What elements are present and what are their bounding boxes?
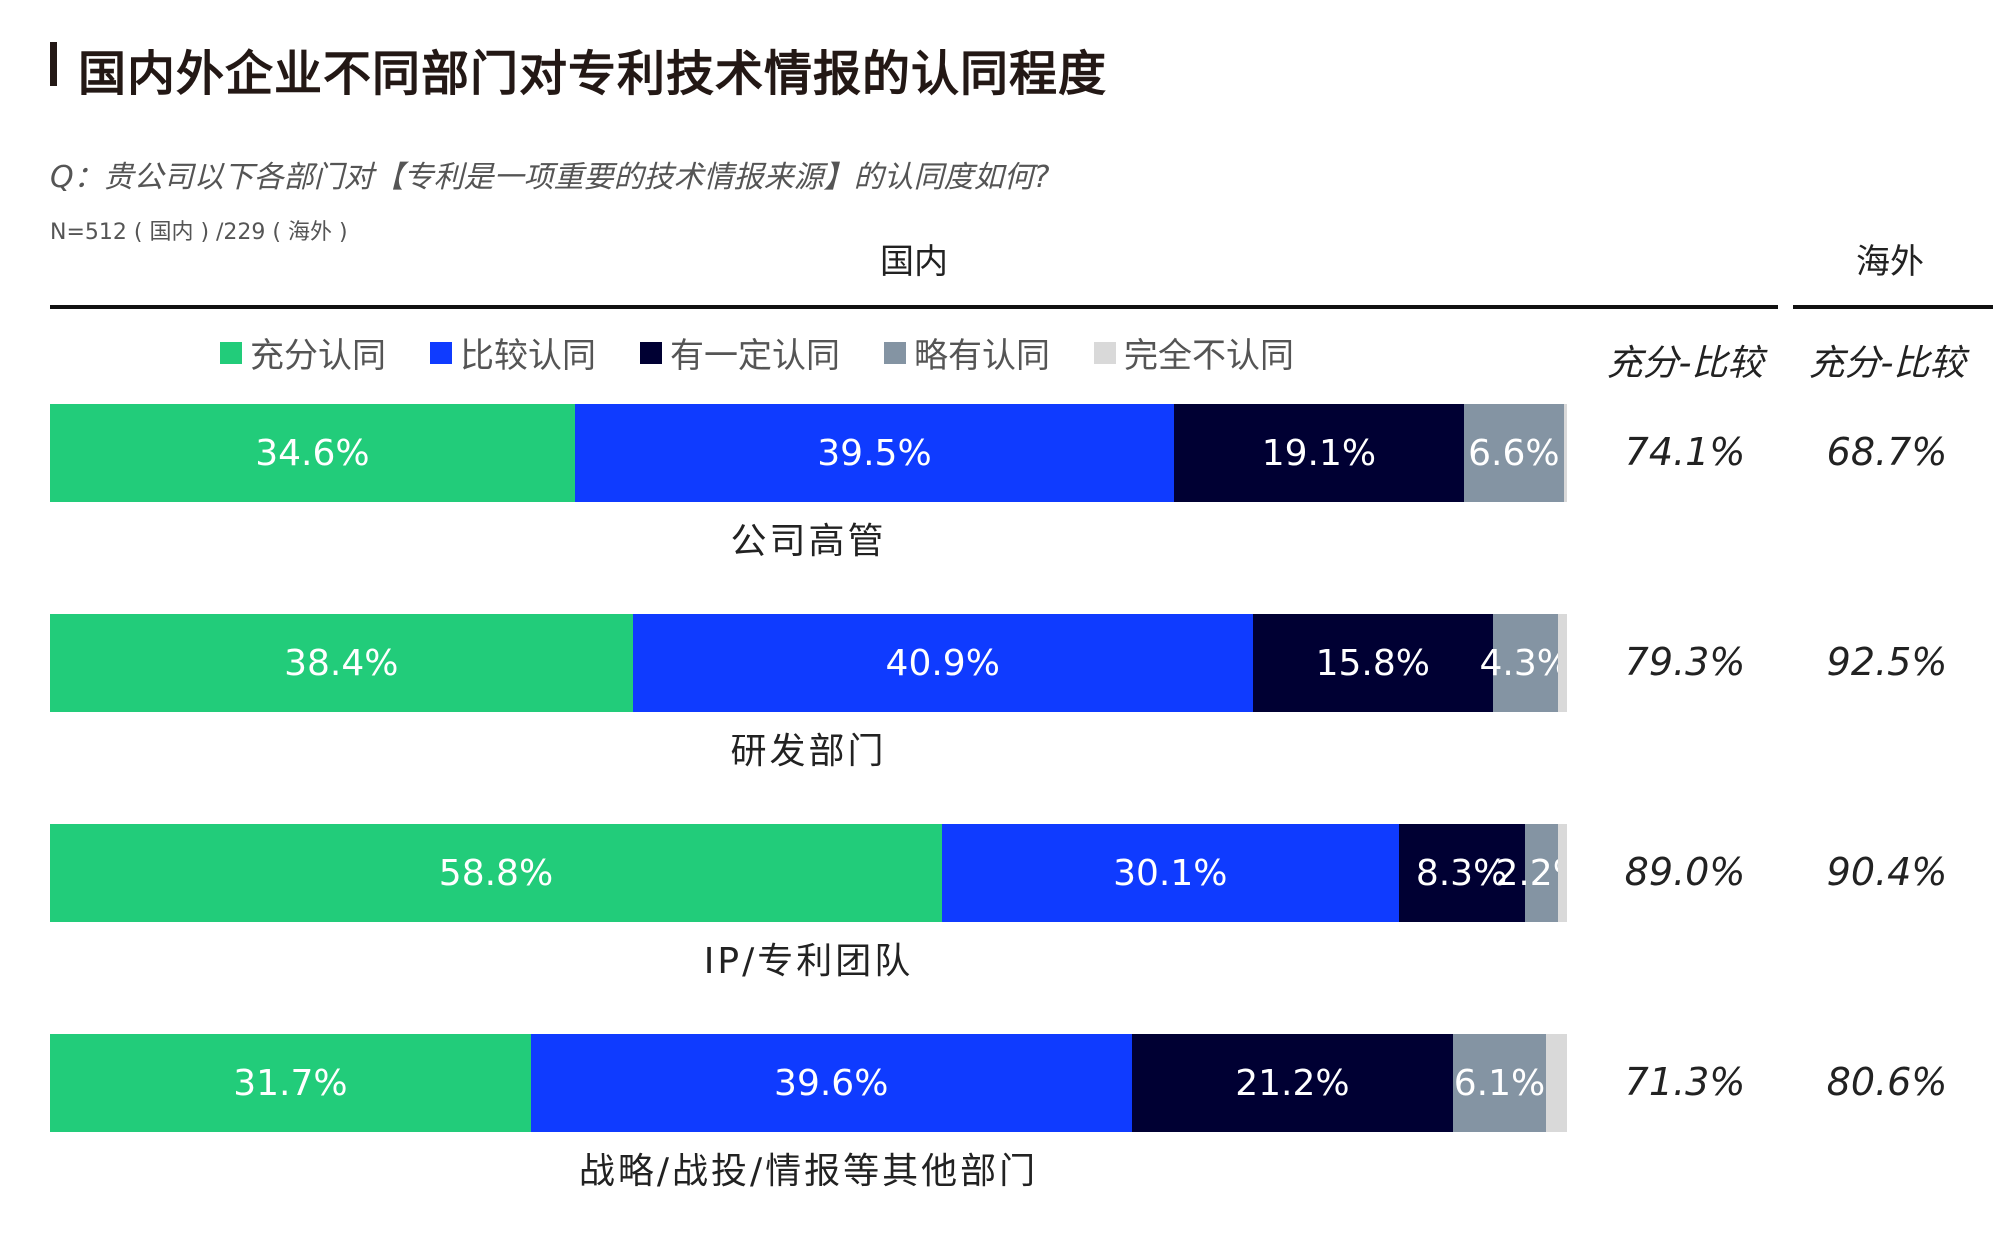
overseas-sum-value: 92.5% [1826, 640, 1948, 684]
bar-segment: 4.3% [1480, 614, 1571, 712]
legend-label: 略有认同 [914, 336, 1050, 376]
data-label: 40.9% [885, 642, 1000, 684]
data-label: 34.6% [255, 432, 370, 474]
bar-segment: 21.2% [1131, 1034, 1454, 1132]
data-label: 2.2% [1495, 852, 1587, 894]
bar-segment: 6.6% [1463, 404, 1564, 502]
bar-segment [1545, 1034, 1567, 1132]
category-label: 战略/战投/情报等其他部门 [578, 1151, 1039, 1192]
bar-segment: 8.3% [1398, 824, 1525, 922]
data-label: 6.6% [1468, 432, 1560, 474]
domestic-header-rule [50, 305, 1778, 309]
bar-segment: 39.6% [530, 1034, 1132, 1132]
domestic-sum-value: 71.3% [1624, 1060, 1746, 1104]
domestic-sum-header: 充分-比较 [1606, 343, 1764, 384]
data-label: 19.1% [1261, 432, 1377, 474]
bar-segment: 58.8% [50, 824, 942, 922]
bar-segment: 19.1% [1174, 404, 1464, 502]
legend-label: 充分认同 [250, 336, 386, 376]
domestic-sum-value: 89.0% [1624, 850, 1746, 894]
sample-size-note: N=512 ( 国内 ) /229 ( 海外 ) [50, 220, 348, 245]
legend-label: 完全不认同 [1124, 336, 1294, 376]
legend-swatch [1094, 341, 1116, 364]
legend-item: 比较认同 [430, 328, 596, 377]
bar-segment: 40.9% [632, 614, 1253, 712]
category-label: 研发部门 [730, 731, 887, 772]
overseas-header-rule [1793, 305, 1993, 309]
data-label: 21.2% [1235, 1062, 1350, 1104]
data-label: 58.8% [438, 852, 554, 894]
bar-segment [1557, 614, 1567, 712]
legend-label: 有一定认同 [670, 336, 840, 376]
legend-swatch [640, 341, 662, 364]
bar-row: 31.7% 39.6% 21.2% 6.1% [50, 1034, 1567, 1132]
legend-swatch [430, 341, 452, 364]
data-label: 15.8% [1315, 642, 1430, 684]
overseas-sum-header: 充分-比较 [1808, 343, 1966, 384]
legend-swatch [884, 341, 906, 364]
category-label: 公司高管 [730, 521, 887, 562]
bar-segment: 34.6% [50, 404, 575, 502]
category-label: IP/专利团队 [703, 941, 914, 982]
data-label: 6.1% [1453, 1062, 1546, 1104]
bar-segment: 31.7% [50, 1034, 531, 1132]
title-accent-bar [50, 42, 57, 86]
bar-segment [1563, 404, 1567, 502]
data-label: 4.3% [1479, 642, 1571, 684]
bar-row: 34.6% 39.5% 19.1% 6.6% [50, 404, 1567, 502]
bar-segment: 6.1% [1453, 1034, 1546, 1132]
chart-title: 国内外企业不同部门对专利技术情报的认同程度 [78, 46, 1108, 102]
legend-swatch [220, 341, 242, 364]
survey-question: Q：贵公司以下各部门对【专利是一项重要的技术情报来源】的认同度如何? [50, 160, 1050, 195]
data-label: 31.7% [233, 1062, 348, 1104]
bar-segment: 2.2% [1495, 824, 1587, 922]
legend-item: 略有认同 [884, 328, 1050, 377]
overseas-sum-value: 90.4% [1826, 850, 1948, 894]
bar-segment [1557, 824, 1567, 922]
bar-segment: 39.5% [574, 404, 1175, 502]
overseas-sum-value: 80.6% [1826, 1060, 1948, 1104]
legend-item: 完全不认同 [1094, 328, 1294, 377]
data-label: 39.6% [774, 1062, 889, 1104]
data-label: 38.4% [284, 642, 399, 684]
bar-segment: 30.1% [941, 824, 1399, 922]
overseas-sum-value: 68.7% [1826, 430, 1948, 474]
domestic-sum-value: 79.3% [1624, 640, 1746, 684]
bar-segment: 38.4% [50, 614, 633, 712]
data-label: 30.1% [1113, 852, 1228, 894]
legend-label: 比较认同 [460, 336, 596, 376]
domestic-header: 国内 [880, 242, 948, 282]
legend-item: 充分认同 [220, 328, 386, 377]
bar-row: 58.8% 30.1% 8.3% 2.2% [50, 824, 1587, 922]
data-label: 8.3% [1415, 852, 1508, 894]
domestic-sum-value: 74.1% [1624, 430, 1746, 474]
overseas-header: 海外 [1856, 242, 1924, 282]
bar-segment: 15.8% [1252, 614, 1493, 712]
bar-row: 38.4% 40.9% 15.8% 4.3% [50, 614, 1571, 712]
data-label: 39.5% [817, 432, 932, 474]
legend-item: 有一定认同 [640, 328, 840, 377]
legend: 充分认同 比较认同 有一定认同 略有认同 完全不认同 [220, 328, 1294, 377]
